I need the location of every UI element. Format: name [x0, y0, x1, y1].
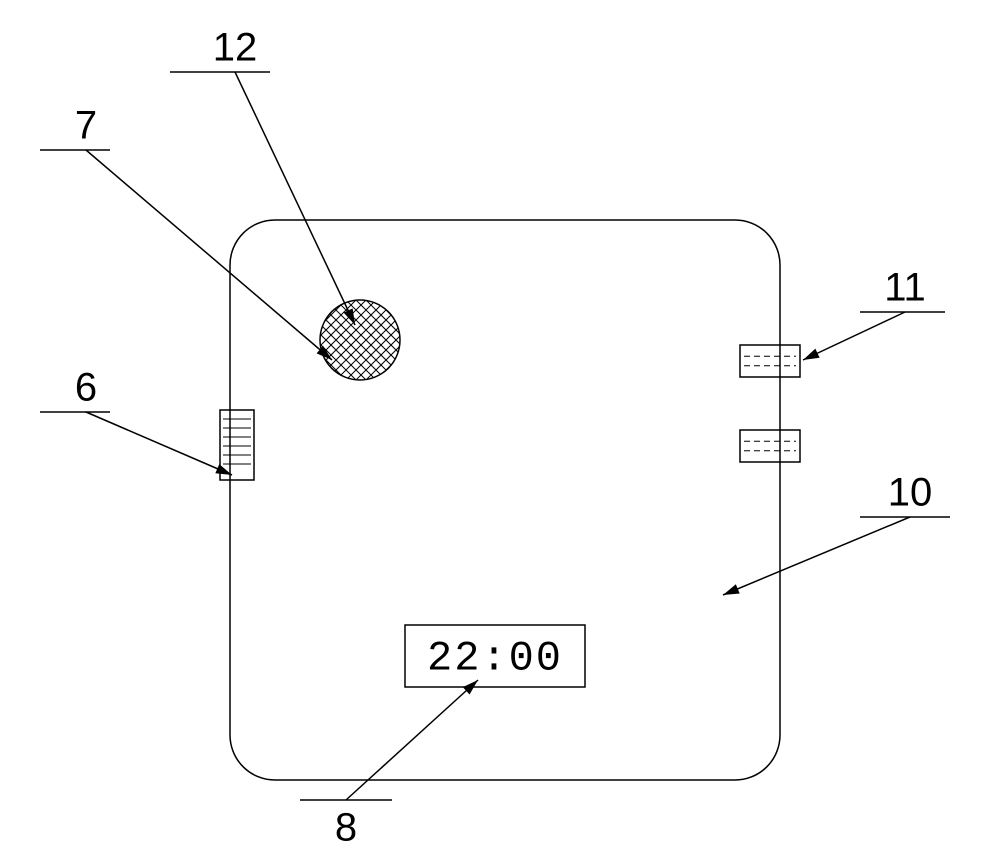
- time-display-value: 22:00: [427, 635, 563, 683]
- device-body: [230, 220, 780, 780]
- callout-label-8: 8: [335, 806, 357, 850]
- speaker-grille: [264, 148, 456, 532]
- callout-label-11: 11: [884, 266, 926, 310]
- callout-label-6: 6: [75, 366, 97, 410]
- callout-label-12: 12: [213, 26, 258, 70]
- callout-label-7: 7: [75, 104, 97, 148]
- side-port-2[interactable]: [740, 430, 800, 462]
- callout-label-10: 10: [888, 471, 933, 515]
- side-port-1[interactable]: [740, 345, 800, 377]
